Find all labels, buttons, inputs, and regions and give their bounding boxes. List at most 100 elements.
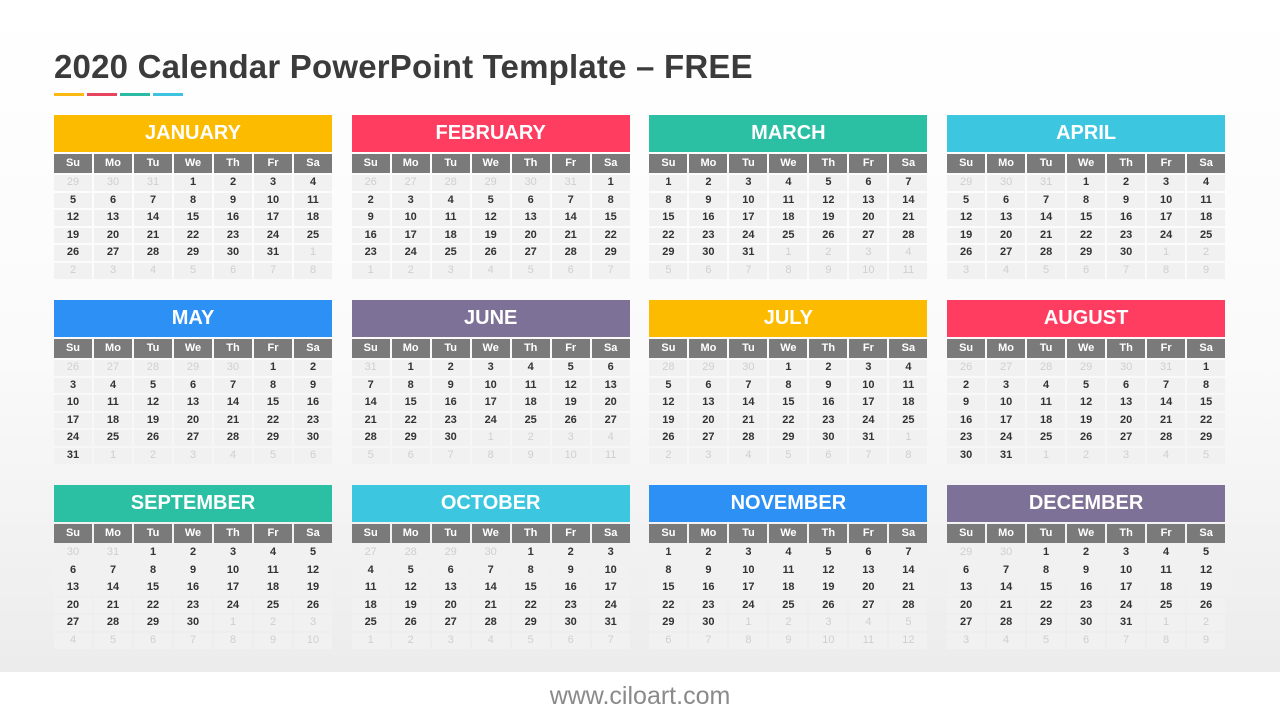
day-cell: 5	[809, 175, 848, 191]
day-cell: 23	[1067, 597, 1106, 614]
day-cell: 28	[987, 615, 1026, 631]
month-header: AUGUST	[947, 300, 1226, 337]
day-cell: 4	[889, 360, 928, 376]
day-cell: 15	[649, 210, 688, 226]
day-name: Th	[511, 524, 550, 543]
day-cell: 5	[551, 360, 590, 376]
day-cell: 5	[1187, 545, 1226, 561]
day-name: Fr	[849, 339, 888, 358]
day-cell: 19	[134, 412, 172, 429]
day-cell: 14	[351, 395, 390, 411]
day-cell: 18	[511, 395, 550, 411]
day-cell: 23	[947, 430, 986, 446]
day-cell-other-month: 8	[729, 632, 768, 649]
day-cell-other-month: 8	[471, 447, 510, 464]
day-cell-other-month: 2	[649, 447, 688, 464]
day-cell: 1	[174, 175, 212, 191]
day-cell: 17	[987, 412, 1026, 429]
day-cell: 29	[649, 615, 688, 631]
day-cell: 21	[1027, 227, 1066, 244]
day-cell-other-month: 30	[1107, 360, 1146, 376]
day-cell: 15	[1027, 580, 1066, 596]
day-cell-other-month: 2	[1067, 447, 1106, 464]
day-cell: 24	[214, 597, 252, 614]
day-cell: 7	[351, 377, 390, 394]
day-cell-other-month: 7	[254, 262, 292, 279]
day-cell: 8	[769, 377, 808, 394]
accent-bars	[54, 93, 183, 96]
day-cell: 18	[94, 412, 132, 429]
day-cell: 12	[551, 377, 590, 394]
day-cell-other-month: 4	[591, 430, 630, 446]
day-cell: 24	[591, 597, 630, 614]
day-cell-other-month: 4	[471, 632, 510, 649]
day-cell: 19	[809, 580, 848, 596]
day-cell-other-month: 9	[1187, 632, 1226, 649]
day-cell: 1	[649, 175, 688, 191]
day-cell-other-month: 9	[254, 632, 292, 649]
day-cell: 27	[849, 227, 888, 244]
day-cell: 11	[294, 192, 332, 209]
day-cell: 22	[391, 412, 430, 429]
month-calendar: NOVEMBER Su Mo Tu We Th Fr Sa 1 2 3 4 5 6 7 8 9 10 11 12 13 1…	[649, 485, 928, 649]
day-cell: 8	[649, 192, 688, 209]
day-cell-other-month: 1	[214, 615, 252, 631]
day-name: Th	[1107, 339, 1146, 358]
month-header: FEBRUARY	[351, 115, 630, 152]
day-cell-other-month: 28	[1027, 360, 1066, 376]
day-cell: 27	[431, 615, 470, 631]
day-cell-other-month: 3	[431, 632, 470, 649]
day-cell: 2	[214, 175, 252, 191]
day-name: Tu	[134, 339, 172, 358]
day-cell: 25	[254, 597, 292, 614]
day-name: Th	[809, 154, 848, 173]
day-cell-other-month: 28	[391, 545, 430, 561]
day-cell-other-month: 29	[689, 360, 728, 376]
day-cell-other-month: 6	[214, 262, 252, 279]
day-cell: 25	[294, 227, 332, 244]
month-header: JANUARY	[54, 115, 332, 152]
day-cell-other-month: 6	[649, 632, 688, 649]
day-name: Sa	[591, 154, 630, 173]
day-cell: 31	[729, 245, 768, 261]
day-cell: 4	[769, 545, 808, 561]
day-cell: 18	[254, 580, 292, 596]
day-cell: 29	[1067, 245, 1106, 261]
day-cell: 22	[1027, 597, 1066, 614]
day-cell: 5	[947, 192, 986, 209]
day-cell-other-month: 5	[351, 447, 390, 464]
day-cell: 28	[94, 615, 132, 631]
day-cell-other-month: 10	[294, 632, 332, 649]
day-cell: 27	[591, 412, 630, 429]
day-cell: 16	[809, 395, 848, 411]
day-cell-other-month: 9	[809, 262, 848, 279]
day-cell-other-month: 29	[1067, 360, 1106, 376]
day-cell: 10	[729, 562, 768, 579]
day-cell: 29	[134, 615, 172, 631]
day-cell: 14	[551, 210, 590, 226]
day-cell: 3	[471, 360, 510, 376]
day-cell: 25	[1187, 227, 1226, 244]
day-cell-other-month: 30	[987, 545, 1026, 561]
day-name: Su	[351, 524, 390, 543]
day-name: Su	[54, 524, 92, 543]
day-cell: 15	[649, 580, 688, 596]
day-cell: 31	[987, 447, 1026, 464]
day-cell: 9	[689, 562, 728, 579]
day-cell-other-month: 11	[591, 447, 630, 464]
day-name: Sa	[591, 524, 630, 543]
day-cell: 5	[1067, 377, 1106, 394]
day-cell: 11	[94, 395, 132, 411]
day-cell: 4	[254, 545, 292, 561]
day-cell: 18	[889, 395, 928, 411]
day-cell: 16	[689, 210, 728, 226]
month-calendar: AUGUST Su Mo Tu We Th Fr Sa 26 27 28 29 30 31 1 2 3 4 5 6 7 8…	[947, 300, 1226, 464]
day-cell: 10	[214, 562, 252, 579]
day-cell-other-month: 6	[134, 632, 172, 649]
day-name: Th	[809, 339, 848, 358]
day-cell: 14	[889, 192, 928, 209]
day-cell: 29	[391, 430, 430, 446]
day-cell: 25	[94, 430, 132, 446]
day-cell-other-month: 4	[54, 632, 92, 649]
day-cell: 28	[351, 430, 390, 446]
